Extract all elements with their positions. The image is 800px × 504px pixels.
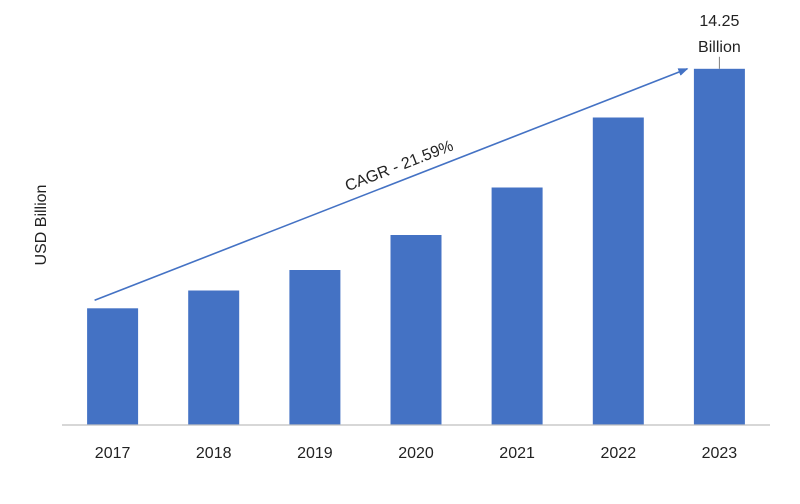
- bar-2021: [491, 187, 543, 425]
- bar-2018: [188, 290, 240, 425]
- bar-2020: [390, 235, 442, 425]
- data-label-unit: Billion: [698, 39, 741, 56]
- x-tick-label-2018: 2018: [196, 445, 232, 462]
- bar-2022: [592, 117, 644, 425]
- x-tick-label-2020: 2020: [398, 445, 434, 462]
- x-tick-label-2021: 2021: [499, 445, 535, 462]
- bars-group: [87, 68, 745, 426]
- x-tick-label-2017: 2017: [95, 445, 131, 462]
- data-label-value: 14.25: [699, 13, 739, 30]
- x-tick-labels: 2017 2018 2019 2020 2021 2022 2023: [95, 445, 737, 462]
- cagr-arrow: [94, 68, 689, 302]
- x-tick-label-2022: 2022: [601, 445, 637, 462]
- x-tick-label-2019: 2019: [297, 445, 333, 462]
- y-axis-label: USD Billion: [33, 185, 50, 266]
- x-tick-label-2023: 2023: [702, 445, 738, 462]
- bar-2017: [87, 308, 139, 426]
- bar-2019: [289, 270, 341, 425]
- bar-2023: [693, 68, 745, 426]
